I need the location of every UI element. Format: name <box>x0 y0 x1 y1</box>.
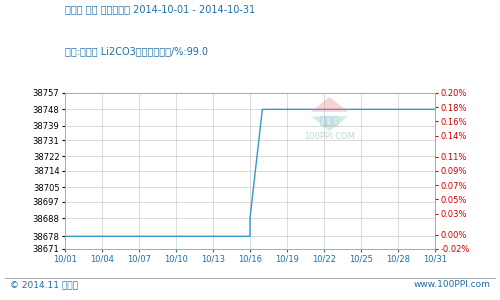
Polygon shape <box>311 97 348 112</box>
Text: 碳酸鋰 國內 生產者價格 2014-10-01 - 2014-10-31: 碳酸鋰 國內 生產者價格 2014-10-01 - 2014-10-31 <box>65 4 255 14</box>
Text: 100PPI.COM: 100PPI.COM <box>304 132 355 141</box>
Text: 生意社: 生意社 <box>320 116 340 126</box>
Text: 級別:工業級 Li2CO3主含量不小于/%:99.0: 級別:工業級 Li2CO3主含量不小于/%:99.0 <box>65 46 208 56</box>
Polygon shape <box>311 116 348 131</box>
Text: www.100PPI.com: www.100PPI.com <box>413 280 490 289</box>
Text: © 2014.11 生意社: © 2014.11 生意社 <box>10 280 78 289</box>
